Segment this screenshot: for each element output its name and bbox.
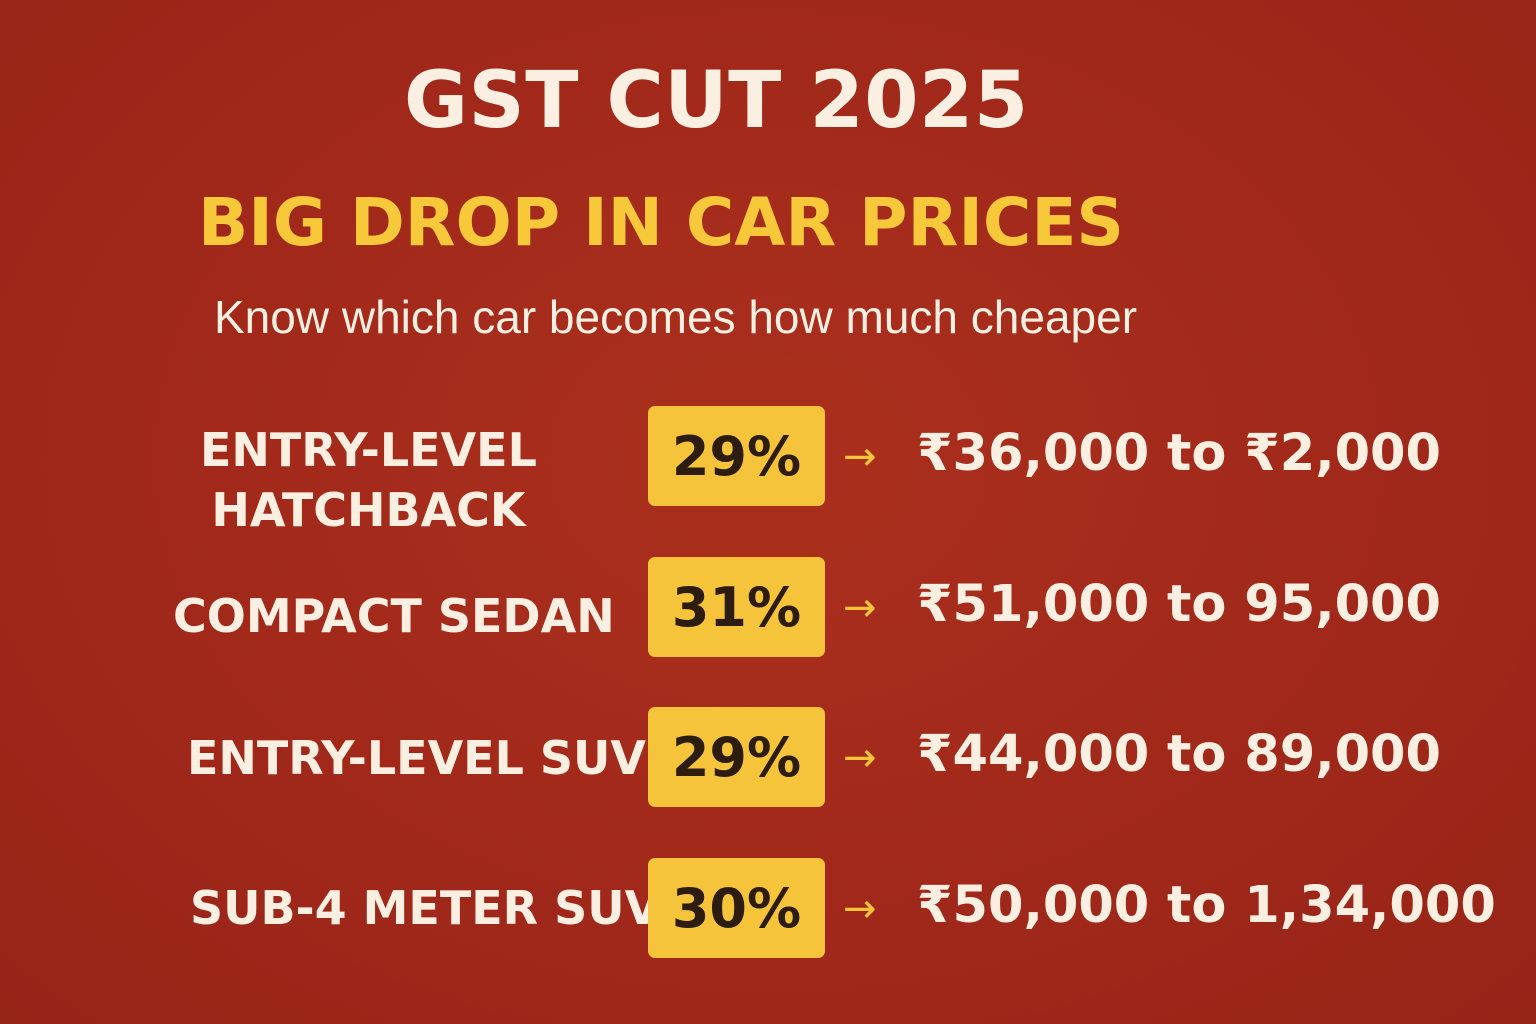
- row-category-label: ENTRY-LEVEL HATCHBACK: [200, 420, 537, 540]
- row-category-label: ENTRY-LEVEL SUV: [187, 731, 647, 785]
- page-title: GST CUT 2025: [404, 56, 1029, 146]
- arrow-right-icon: →: [843, 585, 877, 631]
- gst-percent-badge: 29%: [648, 406, 825, 506]
- price-drop-range: ₹50,000 to 1,34,000: [917, 876, 1496, 935]
- row-category-line2: HATCHBACK: [211, 483, 526, 537]
- price-drop-range: ₹36,000 to ₹2,000: [917, 424, 1442, 483]
- gst-percent-badge: 29%: [648, 707, 825, 807]
- row-category-label: SUB-4 METER SUV: [190, 881, 661, 935]
- price-drop-range: ₹44,000 to 89,000: [917, 725, 1442, 784]
- tagline: Know which car becomes how much cheaper: [214, 291, 1138, 343]
- page-subtitle: BIG DROP IN CAR PRICES: [198, 184, 1124, 261]
- arrow-right-icon: →: [843, 735, 877, 781]
- row-category-label: COMPACT SEDAN: [173, 589, 615, 643]
- row-category-line1: ENTRY-LEVEL: [200, 423, 537, 477]
- arrow-right-icon: →: [843, 434, 877, 480]
- arrow-right-icon: →: [843, 886, 877, 932]
- gst-percent-badge: 30%: [648, 858, 825, 958]
- gst-percent-badge: 31%: [648, 557, 825, 657]
- price-drop-range: ₹51,000 to 95,000: [917, 575, 1442, 634]
